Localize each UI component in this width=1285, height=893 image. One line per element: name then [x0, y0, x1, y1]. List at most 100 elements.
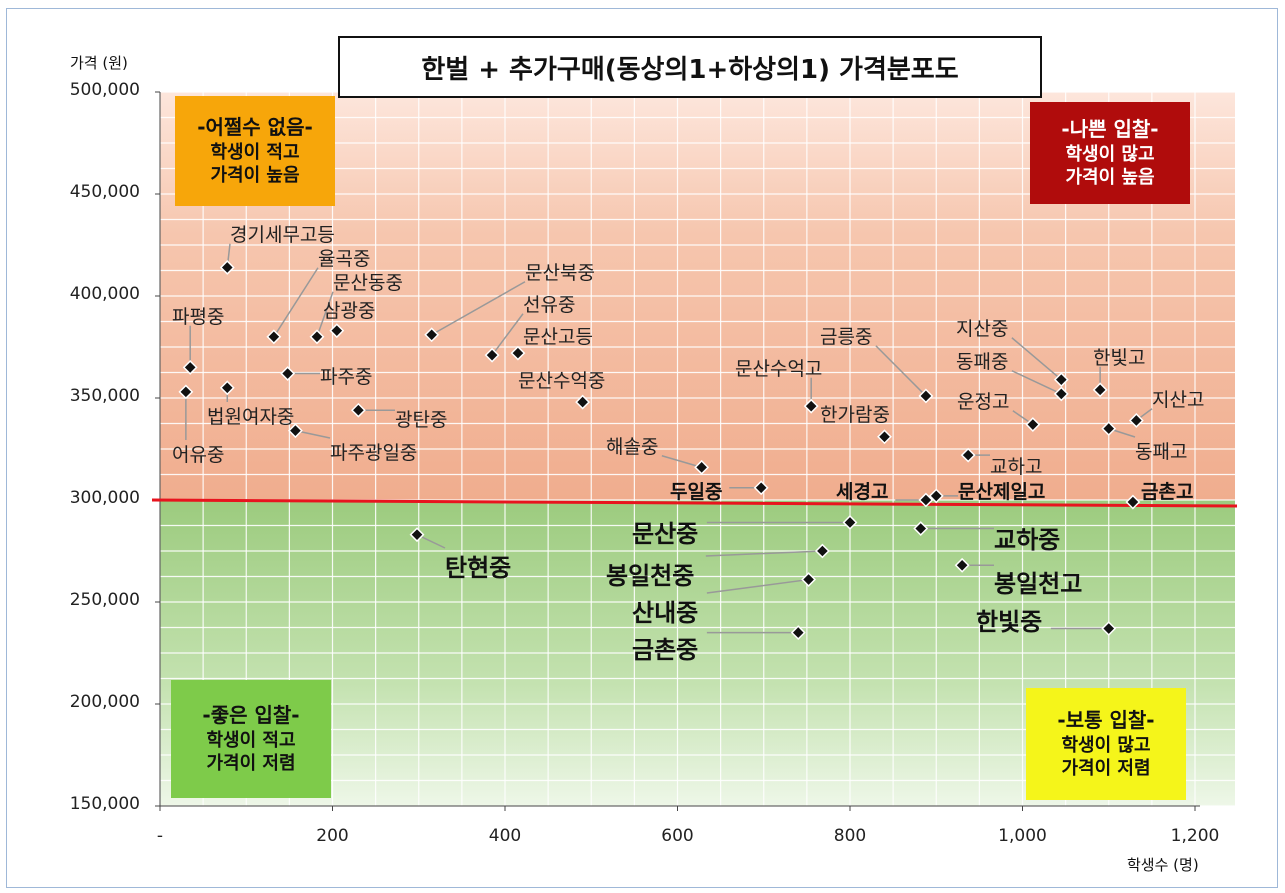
point-label: 법원여자중 [207, 406, 295, 428]
data-point [266, 329, 282, 345]
point-label: 문산북중 [525, 262, 595, 284]
y-tick-label: 200,000 [69, 692, 140, 712]
point-label: 파주중 [320, 366, 373, 388]
point-label: 세경고 [836, 481, 889, 503]
data-point [877, 429, 892, 445]
x-tick-label: 1,000 [998, 826, 1047, 846]
point-label: 문산동중 [333, 272, 403, 294]
quadrant-bottom-left-title: -좋은 입찰- [202, 703, 300, 728]
x-axis-label: 학생수 (명) [1127, 856, 1199, 874]
data-point [350, 402, 366, 418]
data-point [954, 557, 970, 573]
quadrant-bottom-right-line2: 학생이 많고 [1061, 734, 1151, 756]
quadrant-top-left: -어쩔수 없음- 학생이 적고 가격이 높음 [175, 96, 335, 206]
data-point [842, 515, 858, 530]
x-tick-label: 600 [661, 826, 694, 846]
point-label: 동패고 [1135, 441, 1188, 463]
data-point [1125, 494, 1141, 510]
point-label: 교하중 [994, 526, 1061, 554]
point-label: 운정고 [957, 391, 1010, 413]
point-label: 탄현중 [445, 554, 512, 582]
leader-line [875, 345, 927, 397]
quadrant-top-right-line2: 학생이 많고 [1065, 143, 1155, 165]
point-label: 한가람중 [820, 404, 890, 426]
quadrant-top-left-line3: 가격이 높음 [210, 164, 300, 186]
x-tick-label: 200 [316, 826, 349, 846]
leader-line [431, 281, 526, 336]
chart-title: 한벌 + 추가구매(동상의1+하상의1) 가격분포도 [338, 36, 1042, 98]
leader-line [1011, 370, 1062, 395]
point-label: 경기세무고등 [230, 224, 335, 246]
data-point [918, 492, 934, 508]
data-point [484, 347, 500, 363]
point-label: 해솔중 [606, 436, 659, 458]
data-point [803, 398, 819, 414]
point-label: 문산고등 [523, 326, 593, 348]
threshold-line [151, 498, 1238, 508]
point-label: 금촌고 [1141, 481, 1194, 503]
data-point [753, 480, 769, 496]
data-point [510, 345, 526, 361]
data-point [928, 488, 944, 504]
x-tick-label: 1,200 [1170, 826, 1220, 846]
y-tick-label: 150,000 [69, 794, 140, 814]
leader-line [273, 267, 319, 338]
point-label: 산내중 [632, 599, 699, 627]
x-tick-label: 400 [488, 826, 522, 846]
quadrant-bottom-right-title: -보통 입찰- [1057, 708, 1155, 733]
data-point [1101, 421, 1117, 437]
point-label: 광탄중 [395, 409, 448, 431]
data-point [329, 323, 345, 339]
quadrant-bottom-right: -보통 입찰- 학생이 많고 가격이 저렴 [1026, 688, 1186, 800]
data-point [219, 380, 235, 396]
leader-line [705, 550, 823, 557]
quadrant-bottom-left-line3: 가격이 저렴 [206, 752, 296, 774]
quadrant-bottom-right-line3: 가격이 저렴 [1061, 757, 1151, 779]
point-label: 어유중 [172, 444, 225, 466]
data-point [409, 527, 425, 543]
data-point [424, 327, 440, 343]
quadrant-top-left-line2: 학생이 적고 [210, 141, 300, 163]
point-label: 문산중 [632, 520, 699, 548]
data-point [1092, 382, 1108, 398]
data-point [178, 384, 194, 400]
data-point [913, 521, 929, 536]
y-tick-label: 300,000 [69, 488, 140, 508]
data-point [1053, 386, 1069, 402]
y-tick-label: 500,000 [69, 80, 140, 100]
data-point [280, 366, 296, 381]
y-axis-label: 가격 (원) [70, 54, 128, 72]
x-tick-label: - [156, 826, 164, 846]
y-tick-label: 350,000 [69, 386, 140, 406]
point-label: 선유중 [523, 294, 576, 316]
point-label: 문산제일고 [958, 481, 1046, 503]
x-tick-label: 800 [833, 826, 867, 846]
data-point [1025, 417, 1041, 432]
quadrant-top-left-title: -어쩔수 없음- [197, 115, 313, 140]
point-label: 파주광일중 [330, 442, 418, 464]
point-label: 파평중 [172, 306, 225, 328]
point-label: 한빛중 [976, 608, 1043, 636]
point-label: 교하고 [990, 456, 1043, 478]
data-point [219, 260, 235, 275]
quadrant-top-right-line3: 가격이 높음 [1065, 166, 1155, 188]
leader-line [661, 455, 702, 469]
data-point [287, 423, 303, 439]
data-point [575, 394, 591, 410]
point-label: 봉일천고 [994, 570, 1083, 598]
leader-line [1011, 337, 1062, 381]
data-point [1101, 621, 1117, 636]
point-label: 문산수억중 [518, 370, 606, 392]
y-tick-label: 250,000 [69, 590, 140, 610]
data-point [918, 388, 934, 404]
quadrant-bottom-left: -좋은 입찰- 학생이 적고 가격이 저렴 [171, 680, 331, 798]
point-label: 문산수억고 [735, 358, 823, 380]
data-point [960, 447, 976, 463]
data-point [309, 329, 325, 345]
data-point [790, 625, 806, 641]
point-label: 금릉중 [820, 326, 873, 348]
point-label: 지산고 [1152, 389, 1205, 411]
quadrant-top-right: -나쁜 입찰- 학생이 많고 가격이 높음 [1030, 102, 1190, 204]
point-label: 봉일천중 [606, 562, 695, 590]
point-label: 두일중 [670, 481, 723, 503]
